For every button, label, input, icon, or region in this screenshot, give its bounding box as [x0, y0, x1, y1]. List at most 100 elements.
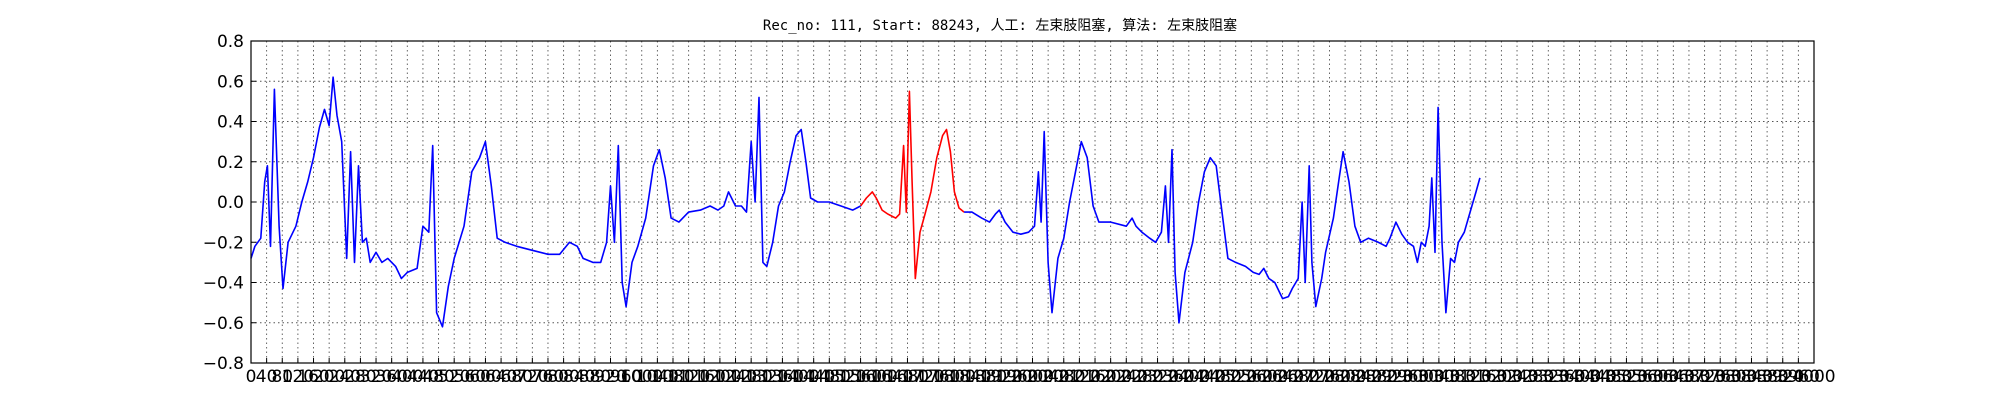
x-axis-ticks: 0 408012016020024028032036040044048052056… [246, 358, 1836, 387]
data-series [250, 76, 1481, 328]
x-tick-label: 1960 [995, 367, 1038, 387]
x-tick-label: 520 [438, 367, 470, 387]
x-tick-label: 1520 [823, 367, 866, 387]
x-tick-label: 160 [297, 367, 329, 387]
x-tick-label: 1160 [683, 367, 726, 387]
x-tick-label: 1400 [776, 367, 819, 387]
x-tick-label: 1720 [901, 367, 944, 387]
x-tick-label: 2520 [1214, 367, 1257, 387]
x-tick-label: 3600 [1636, 367, 1679, 387]
x-tick-label: 240 [329, 367, 361, 387]
x-tick-label: 1240 [714, 367, 757, 387]
x-tick-label: 2920 [1370, 367, 1413, 387]
x-tick-label: 1320 [745, 367, 788, 387]
x-tick-label: 1800 [933, 367, 976, 387]
y-tick-label: 0.8 [217, 32, 244, 52]
x-tick-label: 3760 [1699, 367, 1742, 387]
x-tick-label: 880 [579, 367, 611, 387]
x-tick-label: 1840 [948, 367, 991, 387]
x-tick-label: 680 [500, 367, 532, 387]
x-tick-label: 3800 [1714, 367, 1757, 387]
x-tick-label: 2280 [1120, 367, 1163, 387]
x-tick-label: 1600 [855, 367, 898, 387]
x-tick-label: 1680 [886, 367, 929, 387]
x-tick-label: 3480 [1589, 367, 1632, 387]
x-tick-label: 840 [563, 367, 595, 387]
x-tick-label: 3120 [1449, 367, 1492, 387]
x-tick-label: 2200 [1089, 367, 1132, 387]
x-tick-label: 3000 [1402, 367, 1445, 387]
x-tick-label: 800 [547, 367, 579, 387]
x-tick-label: 1920 [980, 367, 1023, 387]
x-tick-label: 440 [407, 367, 439, 387]
y-tick-label: −0.8 [203, 354, 244, 374]
x-tick-label: 2640 [1261, 367, 1304, 387]
y-tick-label: −0.4 [203, 274, 244, 294]
x-tick-label: 1480 [808, 367, 851, 387]
x-tick-label: 3920 [1761, 367, 1804, 387]
x-tick-label: 2560 [1230, 367, 1273, 387]
x-tick-label: 1880 [964, 367, 1007, 387]
x-tick-label: 2120 [1058, 367, 1101, 387]
x-tick-label: 480 [422, 367, 454, 387]
y-tick-label: 0.6 [217, 72, 244, 92]
x-tick-label: 2000 [1011, 367, 1054, 387]
ecg-trace-segment [250, 76, 861, 328]
x-tick-label: 3560 [1620, 367, 1663, 387]
x-tick-label: 2720 [1292, 367, 1335, 387]
x-tick-label: 2680 [1277, 367, 1320, 387]
x-tick-label: 3840 [1730, 367, 1773, 387]
x-tick-label: 760 [532, 367, 564, 387]
x-tick-label: 2840 [1339, 367, 1382, 387]
x-tick-label: 2440 [1183, 367, 1226, 387]
y-tick-label: −0.6 [203, 314, 244, 334]
x-tick-label: 3360 [1542, 367, 1585, 387]
x-tick-label: 1200 [698, 367, 741, 387]
x-tick-label: 1360 [761, 367, 804, 387]
x-tick-label: 2040 [1026, 367, 1069, 387]
x-tick-label: 1440 [792, 367, 835, 387]
x-tick-label: 1640 [870, 367, 913, 387]
x-tick-label: 1760 [917, 367, 960, 387]
x-tick-label: 600 [469, 367, 501, 387]
x-tick-label: 2400 [1167, 367, 1210, 387]
x-tick-label: 3280 [1511, 367, 1554, 387]
x-tick-label: 2480 [1198, 367, 1241, 387]
x-tick-label: 3080 [1433, 367, 1476, 387]
x-tick-label: 3520 [1605, 367, 1648, 387]
x-tick-label: 3680 [1667, 367, 1710, 387]
x-tick-label: 1080 [651, 367, 694, 387]
x-tick-label: 640 [485, 367, 517, 387]
x-tick-label: 0 [246, 367, 257, 387]
grid-lines [250, 40, 1815, 364]
x-tick-label: 2160 [1073, 367, 1116, 387]
x-tick-label: 2800 [1323, 367, 1366, 387]
x-tick-label: 3400 [1558, 367, 1601, 387]
y-tick-label: 0.4 [217, 113, 244, 133]
x-tick-label: 3440 [1574, 367, 1617, 387]
x-tick-label: 1000 [620, 367, 663, 387]
x-tick-label: 1280 [730, 367, 773, 387]
x-tick-label: 3040 [1417, 367, 1460, 387]
x-tick-label: 3640 [1652, 367, 1695, 387]
x-tick-label: 2960 [1386, 367, 1429, 387]
x-tick-label: 720 [516, 367, 548, 387]
x-tick-label: 3720 [1683, 367, 1726, 387]
x-tick-label: 360 [375, 367, 407, 387]
x-tick-label: 560 [454, 367, 486, 387]
x-tick-label: 960 [610, 367, 642, 387]
x-tick-label: 1120 [667, 367, 710, 387]
x-tick-label: 280 [344, 367, 376, 387]
chart-title: Rec_no: 111, Start: 88243, 人工: 左束肢阻塞, 算法… [763, 17, 1237, 34]
x-tick-label: 3960 [1777, 367, 1820, 387]
x-tick-label: 2760 [1308, 367, 1351, 387]
x-tick-label: 1040 [636, 367, 679, 387]
x-tick-label: 2320 [1136, 367, 1179, 387]
x-tick-label: 2080 [1042, 367, 1085, 387]
x-tick-label: 3240 [1495, 367, 1538, 387]
x-tick-label: 3880 [1745, 367, 1788, 387]
x-tick-label: 3320 [1527, 367, 1570, 387]
y-tick-label: 0.0 [217, 193, 244, 213]
x-tick-label: 920 [594, 367, 626, 387]
